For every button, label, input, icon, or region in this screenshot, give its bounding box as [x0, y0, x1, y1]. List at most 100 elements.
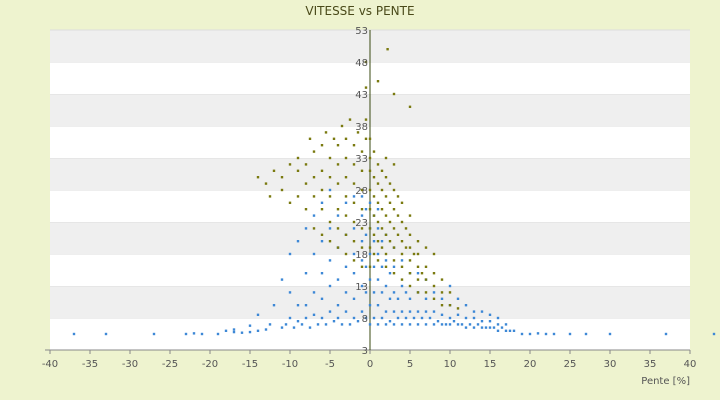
data-point-series-2	[336, 163, 340, 166]
data-point-series-2	[400, 201, 404, 204]
data-point-series-1	[552, 332, 556, 336]
data-point-series-1	[400, 310, 404, 313]
data-point-series-1	[404, 291, 408, 294]
data-point-series-1	[232, 328, 236, 331]
x-tick-label: 5	[407, 359, 413, 370]
x-tick-label: 25	[564, 359, 577, 370]
data-point-series-2	[432, 252, 436, 256]
data-point-series-2	[432, 272, 436, 275]
data-point-series-2	[388, 240, 392, 243]
data-point-series-2	[416, 278, 420, 281]
data-point-series-1	[408, 297, 412, 300]
data-point-series-2	[376, 240, 380, 243]
data-point-series-1	[352, 316, 356, 320]
data-point-series-2	[336, 182, 340, 185]
data-point-series-1	[412, 316, 416, 320]
data-point-series-1	[368, 201, 372, 204]
data-point-series-1	[528, 332, 532, 336]
data-point-series-2	[368, 227, 372, 230]
data-point-series-1	[392, 291, 396, 294]
data-point-series-1	[320, 316, 324, 320]
data-point-series-2	[396, 214, 400, 217]
data-point-series-1	[300, 323, 304, 326]
data-point-series-2	[392, 246, 396, 249]
data-point-series-1	[328, 188, 332, 192]
data-point-series-1	[192, 332, 196, 335]
data-point-series-1	[396, 316, 400, 320]
data-point-series-1	[232, 330, 236, 334]
data-point-series-1	[320, 297, 324, 300]
data-point-series-2	[328, 240, 332, 243]
data-point-series-2	[372, 150, 376, 153]
data-point-series-1	[304, 272, 308, 275]
data-point-series-2	[364, 137, 368, 140]
data-point-series-2	[344, 137, 348, 140]
data-point-series-1	[364, 265, 368, 268]
data-point-series-1	[360, 195, 364, 198]
data-point-series-1	[360, 284, 364, 288]
data-point-series-2	[408, 284, 412, 288]
data-point-series-2	[320, 144, 324, 147]
chart-title: VITESSE vs PENTE	[305, 4, 414, 18]
data-point-series-2	[352, 220, 356, 224]
data-point-series-1	[464, 304, 468, 307]
data-point-series-2	[424, 246, 428, 249]
data-point-series-1	[416, 310, 420, 313]
data-point-series-2	[392, 272, 396, 275]
data-point-series-2	[400, 220, 404, 224]
data-point-series-2	[380, 208, 384, 211]
x-tick-label: 35	[644, 359, 657, 370]
data-point-series-1	[280, 326, 284, 329]
data-point-series-2	[384, 265, 388, 268]
data-point-series-1	[264, 328, 268, 331]
data-point-series-2	[376, 182, 380, 185]
data-point-series-2	[308, 137, 312, 140]
data-point-series-1	[312, 214, 316, 217]
data-point-series-2	[320, 188, 324, 192]
data-point-series-1	[468, 323, 472, 326]
data-point-series-2	[416, 265, 420, 268]
data-point-series-2	[416, 240, 420, 243]
data-point-series-1	[292, 326, 296, 329]
data-point-series-2	[360, 150, 364, 153]
y-tick-label: 13	[355, 282, 368, 293]
data-point-series-1	[328, 259, 332, 262]
data-point-series-1	[352, 227, 356, 230]
data-point-series-2	[384, 252, 388, 256]
data-point-series-2	[328, 220, 332, 224]
data-point-series-1	[240, 331, 244, 334]
data-point-series-2	[372, 233, 376, 236]
data-point-series-1	[336, 316, 340, 320]
data-point-series-1	[440, 313, 444, 316]
data-point-series-1	[376, 278, 380, 281]
data-point-series-1	[268, 323, 272, 326]
data-point-series-1	[492, 326, 496, 329]
data-point-series-2	[312, 227, 316, 230]
data-point-series-1	[444, 323, 448, 326]
data-point-series-1	[356, 320, 360, 323]
data-point-series-2	[424, 291, 428, 294]
data-point-series-2	[372, 176, 376, 179]
data-point-series-2	[408, 272, 412, 275]
x-tick-label: 0	[367, 359, 373, 370]
x-tick-label: 40	[684, 359, 697, 370]
data-point-series-2	[352, 182, 356, 185]
data-point-series-2	[376, 80, 380, 83]
data-point-series-2	[376, 220, 380, 224]
data-point-series-1	[488, 313, 492, 316]
data-point-series-1	[288, 252, 292, 256]
data-point-series-2	[256, 176, 260, 179]
data-point-series-2	[424, 265, 428, 268]
data-point-series-2	[368, 246, 372, 249]
data-point-series-2	[268, 195, 272, 198]
data-point-series-1	[472, 310, 476, 313]
data-point-series-1	[404, 316, 408, 320]
data-point-series-2	[288, 201, 292, 204]
data-point-series-1	[448, 284, 452, 288]
data-point-series-2	[384, 156, 388, 160]
data-point-series-2	[336, 227, 340, 230]
x-tick-label: -5	[325, 359, 335, 370]
data-point-series-1	[248, 330, 252, 334]
data-point-series-1	[504, 329, 508, 332]
